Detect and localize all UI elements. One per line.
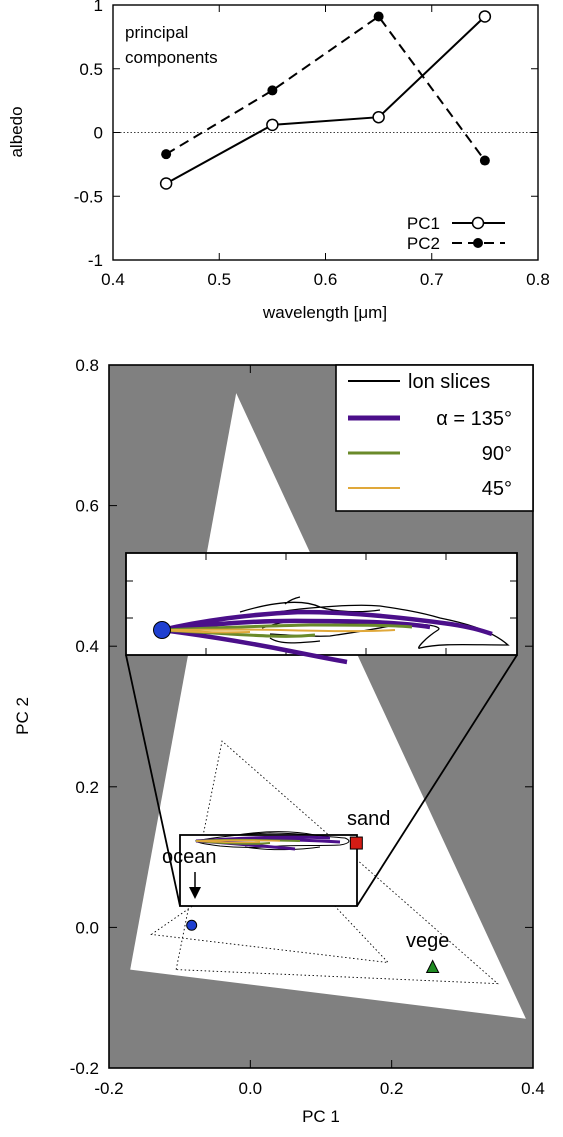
x-tick-label: 0.4: [101, 270, 125, 289]
series-line-pc2: [165, 15, 486, 162]
series-line-pc1: [165, 15, 486, 185]
inset-trajectories: [161, 596, 510, 665]
x-tick-label: 0.7: [420, 270, 444, 289]
pc-space-chart: sand vege ocean: [13, 356, 545, 1126]
x-tick-label: 0.8: [526, 270, 550, 289]
pc2-axis-label: PC 2: [13, 697, 32, 735]
pc-legend-box: [335, 364, 534, 512]
spectra-x-axis-label: wavelength [μm]: [262, 303, 387, 322]
spectra-ticks: 0.4 0.5 0.6 0.7 0.8 -1 -0.5 0 0.5 1: [74, 0, 550, 289]
y-tick-label: -0.5: [74, 187, 103, 206]
legend-pc1-marker: [471, 216, 485, 230]
legend-pc1-label: PC1: [407, 214, 440, 233]
data-point-pc2: [479, 155, 490, 166]
spectra-y-axis-label: albedo: [7, 106, 26, 157]
zoom-inset: [125, 552, 518, 665]
spectra-legend: PC1 PC2: [407, 214, 505, 253]
spectra-chart: 0.4 0.5 0.6 0.7 0.8 -1 -0.5 0 0.5 1 principal com…: [7, 0, 550, 322]
ocean-arrowhead: [189, 887, 201, 899]
pc-legend: lon slices α = 135° 90° 45°: [335, 364, 534, 512]
small-trajectories: [194, 831, 350, 851]
x-tick-label: 0.2: [380, 1079, 404, 1098]
inset-ocean-marker: [153, 621, 171, 639]
inset-alpha-135: [161, 609, 493, 665]
legend-pc2-label: PC2: [407, 234, 440, 253]
inset-ticks: [126, 553, 517, 655]
zoom-connector-right: [356, 654, 518, 907]
zoom-inset-frame: [125, 552, 518, 656]
data-point-pc1: [159, 177, 173, 190]
data-point-pc2: [161, 149, 172, 160]
ocean-label: ocean: [162, 846, 217, 868]
y-tick-label: 0.4: [75, 637, 99, 656]
y-tick-label: 0.8: [75, 356, 99, 375]
ocean-marker: [186, 919, 198, 931]
x-tick-label: 0.4: [521, 1079, 545, 1098]
x-tick-label: -0.2: [94, 1079, 123, 1098]
data-point-pc2: [373, 11, 384, 22]
legend-alpha45-label: 45°: [482, 478, 512, 500]
y-tick-label: 0.6: [75, 497, 99, 516]
zoom-box-small: [179, 831, 358, 907]
pc-points: [186, 836, 440, 973]
principal-components-annotation-line1: principal: [125, 23, 188, 42]
data-point-pc1: [372, 110, 385, 124]
pc1-axis-label: PC 1: [302, 1107, 340, 1126]
x-tick-label: 0.0: [239, 1079, 263, 1098]
legend-alpha90-label: 90°: [482, 443, 512, 465]
y-tick-label: 0.5: [79, 60, 103, 79]
y-tick-label: -1: [88, 251, 103, 270]
vege-marker: [425, 959, 440, 973]
small-lon-slices: [194, 831, 350, 851]
legend-lon-label: lon slices: [408, 371, 490, 393]
pc-plot-frame: [108, 364, 534, 1069]
data-point-pc2: [267, 85, 278, 96]
pc-ticks: -0.2 0.0 0.2 0.4 -0.2 0.0 0.2 0.4 0.6 0.8: [70, 356, 545, 1098]
spectra-series: [159, 10, 492, 190]
y-tick-label: 0.0: [75, 918, 99, 937]
sand-label: sand: [347, 808, 390, 830]
vege-label: vege: [406, 930, 449, 952]
small-alpha-45: [195, 839, 281, 844]
y-tick-label: 0.2: [75, 778, 99, 797]
principal-components-annotation-line2: components: [125, 48, 218, 67]
y-tick-label: 0: [94, 124, 103, 143]
zoom-connector-left: [125, 654, 181, 907]
sand-marker: [349, 836, 363, 850]
x-tick-label: 0.6: [314, 270, 338, 289]
data-point-pc1: [478, 10, 492, 23]
y-tick-label: 1: [94, 0, 103, 15]
legend-pc2-marker: [473, 238, 483, 248]
x-tick-label: 0.5: [207, 270, 231, 289]
legend-alpha135-label: α = 135°: [436, 408, 512, 430]
data-point-pc1: [266, 118, 279, 132]
y-tick-label: -0.2: [70, 1059, 99, 1078]
